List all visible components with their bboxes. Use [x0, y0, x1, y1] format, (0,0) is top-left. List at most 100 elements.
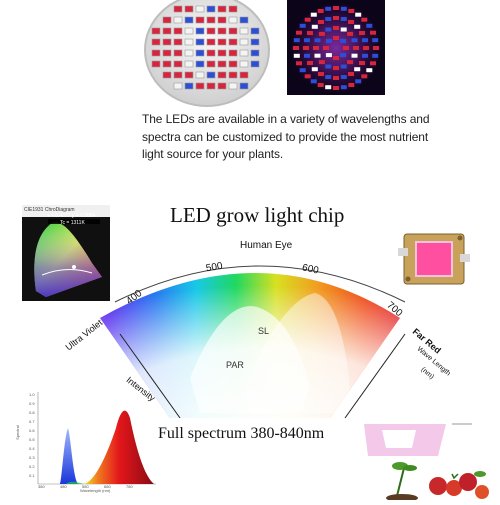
y-tick-label: 0.5	[29, 437, 35, 442]
led-cell	[173, 38, 183, 46]
led-cell	[151, 49, 161, 57]
led-cell	[151, 27, 161, 35]
y-tick-label: 0.9	[29, 401, 35, 406]
lit-led-cell	[333, 76, 339, 80]
lit-led-cell	[333, 16, 339, 20]
y-tick-label: 0.7	[29, 419, 35, 424]
led-cell	[173, 49, 183, 57]
lit-led-cell	[340, 85, 347, 90]
lit-led-cell	[318, 31, 325, 36]
lit-led-cell	[325, 53, 332, 58]
lit-led-cell	[348, 9, 355, 13]
led-cell	[206, 82, 216, 90]
lit-led-cell	[317, 83, 324, 87]
lit-led-cell	[293, 46, 299, 50]
led-cell	[217, 82, 227, 90]
lit-led-cell	[340, 53, 347, 58]
led-cell	[206, 16, 216, 24]
lit-led-cell	[359, 31, 365, 35]
led-cell	[173, 27, 183, 35]
lit-led-cell	[340, 17, 347, 21]
y-tick-label: 0.1	[29, 473, 35, 478]
lit-led-cell	[366, 68, 373, 73]
lit-led-cell	[325, 17, 332, 21]
lit-led-cell	[347, 31, 354, 36]
lit-led-cell	[355, 12, 362, 17]
lit-led-cell	[362, 53, 368, 58]
x-tick-label: 780	[126, 484, 133, 489]
led-cell	[173, 60, 183, 68]
cie-readout-tc: Tc = 1311K	[60, 220, 85, 226]
lit-led-cell	[343, 46, 349, 50]
lit-led-cell	[314, 38, 321, 43]
lit-led-cell	[318, 20, 324, 24]
mini-chart-ylabel: Spectral	[14, 425, 20, 440]
lit-led-cell	[354, 67, 361, 72]
lit-led-cell	[347, 60, 354, 65]
led-cell	[195, 60, 205, 68]
lit-led-cell	[314, 53, 321, 58]
led-cell	[195, 27, 205, 35]
x-tick-label: 580	[82, 484, 89, 489]
lit-led-cell	[348, 83, 355, 87]
led-cell	[228, 38, 238, 46]
lit-led-cell	[363, 46, 369, 50]
lit-led-cell	[311, 67, 318, 72]
led-cell	[217, 38, 227, 46]
led-cell	[239, 60, 249, 68]
lit-led-cell	[318, 72, 324, 76]
led-cell	[239, 71, 249, 79]
lit-led-cell	[372, 53, 379, 58]
y-tick-label: 0.2	[29, 464, 35, 469]
led-cell	[239, 16, 249, 24]
led-cell	[250, 27, 260, 35]
led-cell	[195, 49, 205, 57]
par-label: PAR	[226, 360, 244, 370]
lit-led-cell	[325, 75, 332, 79]
lit-led-cell	[323, 46, 329, 50]
lit-led-cell	[333, 26, 339, 30]
led-cell	[162, 60, 172, 68]
led-cell	[162, 27, 172, 35]
description-paragraph: The LEDs are available in a variety of w…	[142, 111, 442, 164]
led-cell	[239, 38, 249, 46]
lit-led-cell	[296, 30, 302, 35]
led-cell	[217, 60, 227, 68]
led-cell	[173, 16, 183, 24]
lit-led-cell	[333, 36, 339, 40]
led-cell	[184, 49, 194, 57]
led-cell	[250, 60, 260, 68]
y-tick-label: 0.6	[29, 428, 35, 433]
lit-led-cell	[372, 38, 379, 43]
led-cell	[206, 60, 216, 68]
cob-led-chip-photo	[398, 224, 470, 292]
lit-led-cell	[361, 74, 368, 79]
cie-caption: CIE1931 ChroDiagram	[24, 207, 75, 213]
y-tick-label: 0.4	[29, 446, 35, 451]
y-tick-label: 0.3	[29, 455, 35, 460]
lit-led-cell	[313, 46, 319, 50]
spectrum-arc-graphic	[60, 238, 460, 428]
lit-led-cell	[310, 12, 317, 17]
led-cell	[239, 27, 249, 35]
led-cell	[151, 38, 161, 46]
lit-led-cell	[304, 38, 310, 43]
led-cell	[206, 49, 216, 57]
led-cell	[239, 82, 249, 90]
lit-led-cell	[304, 17, 311, 22]
lit-led-cell	[370, 30, 376, 35]
led-cell	[217, 5, 227, 13]
lit-led-cell	[348, 20, 354, 24]
led-cell	[206, 71, 216, 79]
led-cell	[173, 71, 183, 79]
y-tick-label: 1.0	[29, 392, 35, 397]
lit-led-cell	[348, 72, 354, 76]
lit-led-cell	[353, 46, 359, 50]
lit-led-cell	[325, 64, 332, 69]
spectrum-curve-chart	[26, 388, 166, 500]
led-cell	[217, 71, 227, 79]
x-tick-label: 380	[38, 484, 45, 489]
lit-led-cell	[340, 38, 347, 43]
led-cell	[162, 49, 172, 57]
led-cell	[206, 27, 216, 35]
